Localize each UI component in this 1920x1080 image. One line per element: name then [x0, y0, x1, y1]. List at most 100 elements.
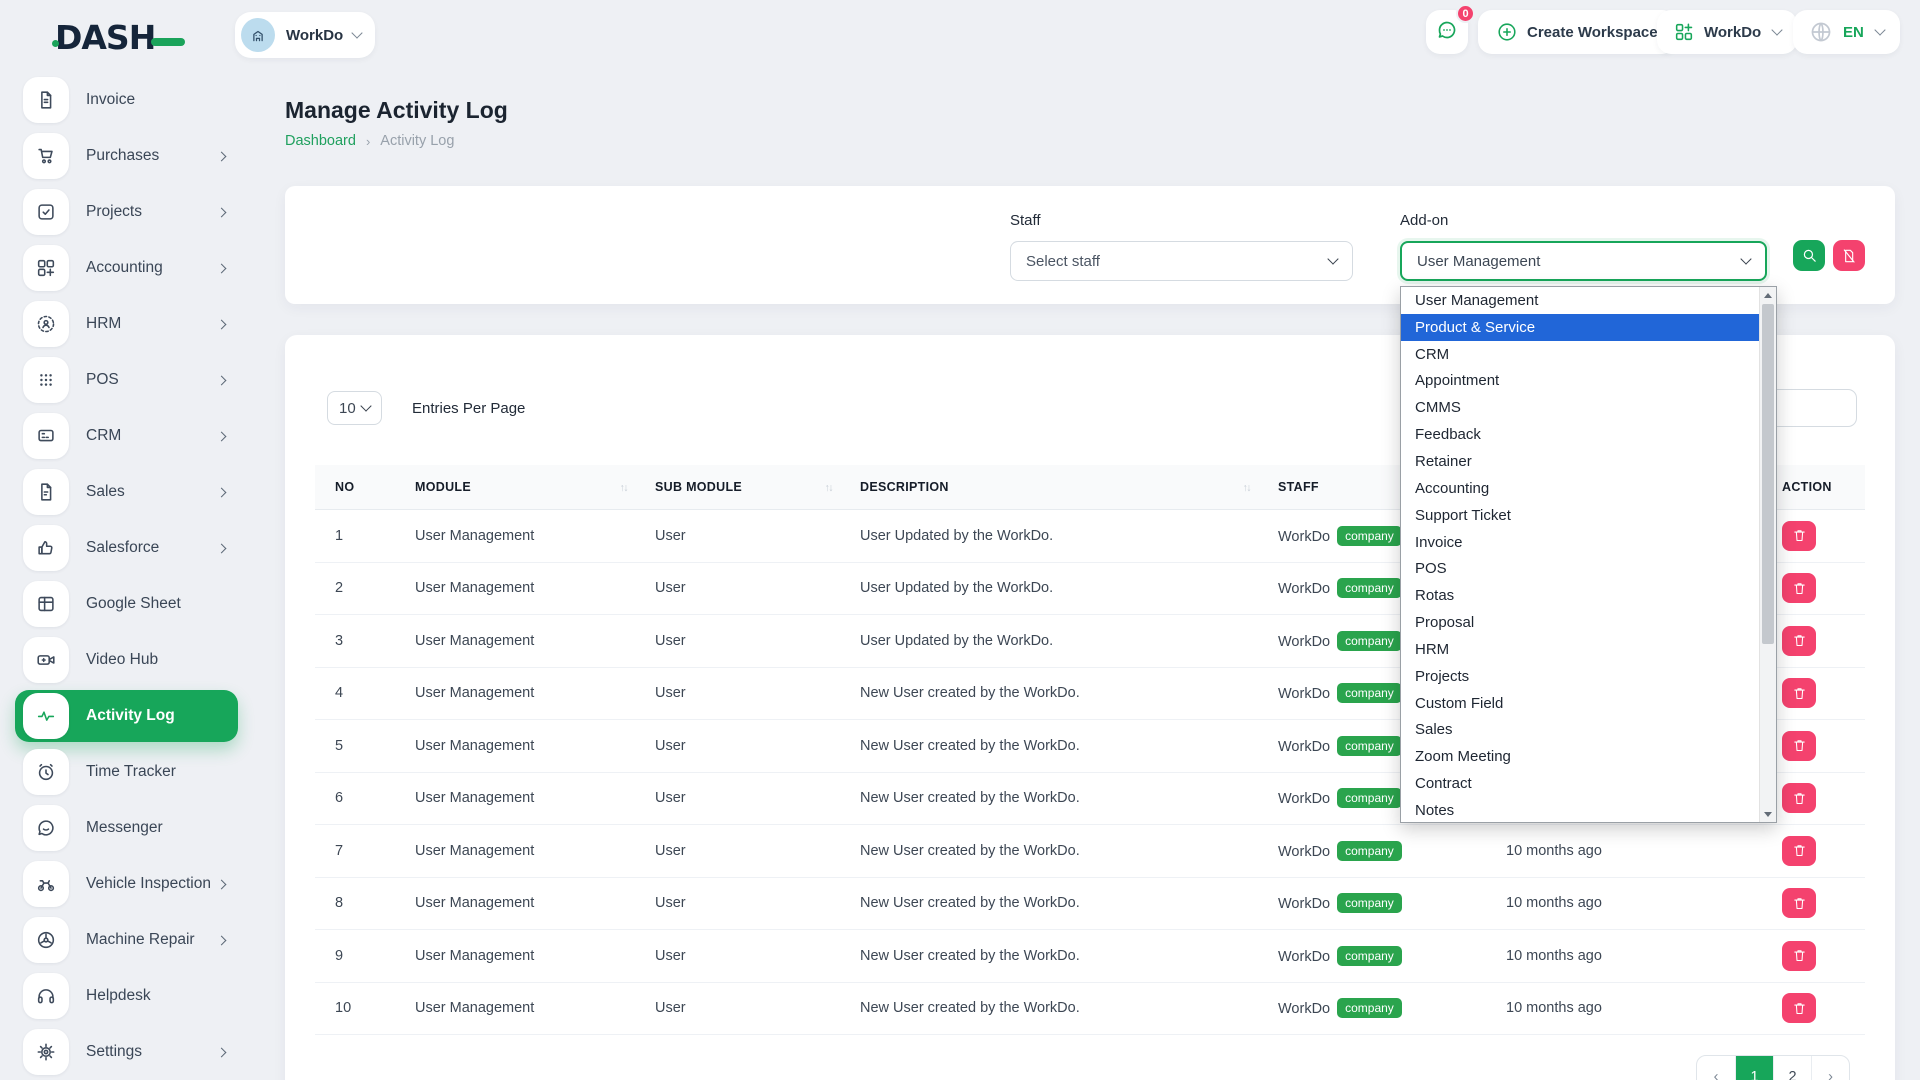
- sidebar-item-vehicle-inspection[interactable]: Vehicle Inspection: [0, 856, 245, 912]
- dropdown-option[interactable]: Proposal: [1415, 614, 1475, 632]
- trash-icon: [1793, 635, 1805, 647]
- sidebar-item-projects[interactable]: Projects: [0, 184, 245, 240]
- chevron-right-icon: [216, 935, 227, 945]
- cell-sub-module: User: [635, 509, 840, 563]
- scrollbar-thumb[interactable]: [1762, 304, 1774, 644]
- table-row: 7 User Management User New User created …: [315, 824, 1865, 878]
- sidebar-item-video-hub[interactable]: Video Hub: [0, 632, 245, 688]
- dropdown-option[interactable]: CMMS: [1415, 399, 1461, 417]
- account-menu[interactable]: WorkDo: [1657, 10, 1798, 54]
- language-code: EN: [1843, 23, 1864, 41]
- sidebar-item-settings[interactable]: Settings: [0, 1024, 245, 1080]
- dropdown-option[interactable]: Rotas: [1415, 587, 1455, 605]
- sort-icon[interactable]: [1243, 480, 1251, 494]
- addon-select[interactable]: User Management: [1400, 241, 1767, 281]
- create-workspace-button[interactable]: Create Workspace: [1478, 10, 1676, 54]
- sidebar-item-hrm[interactable]: HRM: [0, 296, 245, 352]
- sidebar-item-invoice[interactable]: Invoice: [0, 72, 245, 128]
- sidebar-item-accounting[interactable]: Accounting: [0, 240, 245, 296]
- workspace-switcher[interactable]: WorkDo: [235, 12, 376, 58]
- sort-icon[interactable]: [825, 480, 833, 494]
- sidebar-item-activity-log[interactable]: Activity Log: [0, 688, 245, 744]
- sidebar-item-sales[interactable]: Sales: [0, 464, 245, 520]
- chevron-right-icon: [216, 263, 227, 273]
- breadcrumb-separator-icon: ›: [365, 133, 371, 149]
- chevron-down-icon: [360, 400, 372, 412]
- column-module[interactable]: MODULE: [395, 465, 635, 510]
- cell-action: [1762, 509, 1865, 563]
- file-slash-icon: [1843, 248, 1855, 263]
- sidebar-item-label: Video Hub: [86, 651, 159, 668]
- delete-button[interactable]: [1782, 730, 1816, 761]
- dropdown-scrollbar[interactable]: [1759, 287, 1776, 822]
- search-button[interactable]: [1793, 240, 1825, 271]
- pagination-page-1[interactable]: 1: [1735, 1056, 1773, 1080]
- delete-button[interactable]: [1782, 993, 1816, 1024]
- cell-action: [1762, 667, 1865, 720]
- delete-button[interactable]: [1782, 888, 1816, 919]
- column-action: ACTION: [1762, 465, 1865, 510]
- company-badge: company: [1337, 630, 1402, 651]
- app-logo[interactable]: DASH: [52, 18, 186, 57]
- delete-button[interactable]: [1782, 520, 1816, 551]
- sidebar-item-machine-repair[interactable]: Machine Repair: [0, 912, 245, 968]
- delete-button[interactable]: [1782, 573, 1816, 604]
- sidebar-item-crm[interactable]: CRM: [0, 408, 245, 464]
- sort-icon[interactable]: [620, 480, 628, 494]
- breadcrumb-dashboard-link[interactable]: Dashboard: [285, 133, 356, 149]
- sidebar-item-messenger[interactable]: Messenger: [0, 800, 245, 856]
- dropdown-option[interactable]: Retainer: [1415, 452, 1472, 470]
- sidebar-item-salesforce[interactable]: Salesforce: [0, 520, 245, 576]
- cell-description: New User created by the WorkDo.: [840, 719, 1258, 773]
- pagination-page-2[interactable]: 2: [1773, 1056, 1811, 1080]
- reset-filter-button[interactable]: [1833, 240, 1865, 271]
- dropdown-option[interactable]: CRM: [1415, 345, 1450, 363]
- dropdown-option[interactable]: Support Ticket: [1415, 506, 1511, 524]
- dropdown-option[interactable]: Product & Service: [1401, 313, 1759, 341]
- dropdown-option[interactable]: Custom Field: [1415, 694, 1504, 712]
- sidebar-item-purchases[interactable]: Purchases: [0, 128, 245, 184]
- cell-action: [1762, 982, 1865, 1035]
- dropdown-option[interactable]: POS: [1415, 560, 1447, 578]
- scroll-down-icon[interactable]: [1760, 806, 1776, 822]
- dropdown-option[interactable]: User Management: [1415, 291, 1539, 309]
- column-description[interactable]: DESCRIPTION: [840, 465, 1258, 510]
- delete-button[interactable]: [1782, 940, 1816, 971]
- staff-name: WorkDo: [1278, 1001, 1331, 1018]
- pulse-icon: [23, 693, 69, 739]
- dropdown-option[interactable]: HRM: [1415, 640, 1450, 658]
- logo-accent-dash: [151, 38, 186, 46]
- sidebar-item-helpdesk[interactable]: Helpdesk: [0, 968, 245, 1024]
- dropdown-option[interactable]: Feedback: [1415, 426, 1481, 444]
- breadcrumb: Dashboard › Activity Log: [285, 133, 454, 149]
- dropdown-option[interactable]: Contract: [1415, 775, 1472, 793]
- dropdown-option[interactable]: Accounting: [1415, 479, 1490, 497]
- messages-button[interactable]: 0: [1426, 4, 1475, 54]
- dots-grid-icon: [23, 357, 69, 403]
- delete-button[interactable]: [1782, 678, 1816, 709]
- dropdown-option[interactable]: Sales: [1415, 721, 1453, 739]
- dropdown-option[interactable]: Invoice: [1415, 533, 1463, 551]
- dropdown-option[interactable]: Projects: [1415, 667, 1470, 685]
- dropdown-option[interactable]: Notes: [1415, 801, 1455, 819]
- pagination-prev[interactable]: ‹: [1713, 1069, 1719, 1080]
- company-badge: company: [1337, 788, 1402, 809]
- sidebar-item-google-sheet[interactable]: Google Sheet: [0, 576, 245, 632]
- column-no: NO: [315, 465, 395, 510]
- trash-icon: [1793, 950, 1805, 962]
- pagination-next[interactable]: ›: [1811, 1056, 1849, 1080]
- sidebar-item-pos[interactable]: POS: [0, 352, 245, 408]
- delete-button[interactable]: [1782, 783, 1816, 814]
- column-sub-module[interactable]: SUB MODULE: [635, 465, 840, 510]
- delete-button[interactable]: [1782, 625, 1816, 656]
- entries-per-page-select[interactable]: 10: [327, 391, 382, 425]
- chevron-right-icon: [216, 375, 227, 385]
- dropdown-option[interactable]: Zoom Meeting: [1415, 748, 1511, 766]
- sidebar-item-time-tracker[interactable]: Time Tracker: [0, 744, 245, 800]
- staff-select[interactable]: Select staff: [1010, 241, 1353, 281]
- delete-button[interactable]: [1782, 835, 1816, 866]
- language-menu[interactable]: EN: [1793, 10, 1900, 54]
- dropdown-option[interactable]: Appointment: [1415, 372, 1500, 390]
- create-workspace-label: Create Workspace: [1527, 23, 1658, 41]
- scroll-up-icon[interactable]: [1760, 287, 1776, 303]
